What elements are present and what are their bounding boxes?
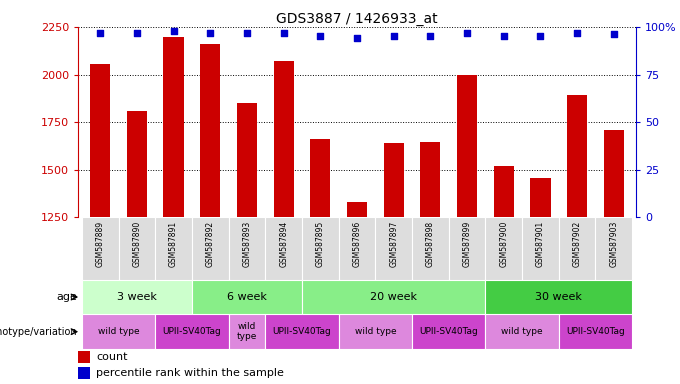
Text: 20 week: 20 week <box>370 292 418 302</box>
Text: GSM587895: GSM587895 <box>316 220 325 267</box>
Bar <box>228 217 265 280</box>
Bar <box>273 61 294 217</box>
Bar <box>82 280 192 314</box>
Bar <box>339 217 375 280</box>
Bar <box>412 217 449 280</box>
Text: wild type: wild type <box>501 327 543 336</box>
Bar <box>347 202 367 217</box>
Bar <box>192 217 228 280</box>
Text: GSM587892: GSM587892 <box>206 220 215 266</box>
Bar <box>302 280 486 314</box>
Bar <box>486 217 522 280</box>
Text: genotype/variation: genotype/variation <box>0 327 78 337</box>
Text: 30 week: 30 week <box>535 292 582 302</box>
Text: GSM587898: GSM587898 <box>426 220 435 266</box>
Bar <box>237 103 257 217</box>
Bar <box>486 280 632 314</box>
Text: age: age <box>56 292 78 302</box>
Bar <box>420 142 441 217</box>
Point <box>131 30 142 36</box>
Bar <box>559 314 632 349</box>
Point <box>535 33 546 40</box>
Bar <box>228 314 265 349</box>
Text: wild type: wild type <box>98 327 139 336</box>
Text: GSM587899: GSM587899 <box>462 220 471 267</box>
Bar <box>200 44 220 217</box>
Bar <box>384 143 404 217</box>
Text: GSM587889: GSM587889 <box>96 220 105 266</box>
Bar <box>78 367 90 379</box>
Bar <box>567 96 588 217</box>
Bar <box>486 314 559 349</box>
Bar <box>412 314 486 349</box>
Text: count: count <box>96 352 128 362</box>
Bar <box>155 314 228 349</box>
Point <box>278 30 289 36</box>
Bar <box>78 351 90 363</box>
Text: UPII-SV40Tag: UPII-SV40Tag <box>163 327 221 336</box>
Text: GSM587902: GSM587902 <box>573 220 581 267</box>
Point <box>425 33 436 40</box>
Text: wild type: wild type <box>354 327 396 336</box>
Bar <box>604 130 624 217</box>
Bar <box>155 217 192 280</box>
Point <box>462 30 473 36</box>
Text: percentile rank within the sample: percentile rank within the sample <box>96 367 284 378</box>
Bar <box>457 75 477 217</box>
Text: UPII-SV40Tag: UPII-SV40Tag <box>273 327 331 336</box>
Text: GSM587901: GSM587901 <box>536 220 545 267</box>
Point <box>609 31 619 38</box>
Title: GDS3887 / 1426933_at: GDS3887 / 1426933_at <box>276 12 438 26</box>
Bar <box>82 217 118 280</box>
Bar <box>118 217 155 280</box>
Point <box>388 33 399 40</box>
Bar <box>494 166 514 217</box>
Point <box>241 30 252 36</box>
Point <box>352 35 362 41</box>
Text: GSM587896: GSM587896 <box>352 220 362 267</box>
Bar <box>339 314 412 349</box>
Bar <box>163 37 184 217</box>
Point <box>95 30 105 36</box>
Point <box>572 30 583 36</box>
Bar <box>126 111 147 217</box>
Point <box>205 30 216 36</box>
Bar <box>265 314 339 349</box>
Text: GSM587897: GSM587897 <box>389 220 398 267</box>
Bar <box>265 217 302 280</box>
Text: UPII-SV40Tag: UPII-SV40Tag <box>566 327 625 336</box>
Bar <box>449 217 486 280</box>
Bar <box>375 217 412 280</box>
Text: GSM587894: GSM587894 <box>279 220 288 267</box>
Text: wild
type: wild type <box>237 322 257 341</box>
Bar <box>90 64 110 217</box>
Text: GSM587900: GSM587900 <box>499 220 508 267</box>
Bar <box>302 217 339 280</box>
Bar <box>559 217 596 280</box>
Text: 6 week: 6 week <box>227 292 267 302</box>
Text: GSM587893: GSM587893 <box>243 220 252 267</box>
Bar <box>310 139 330 217</box>
Text: GSM587903: GSM587903 <box>609 220 618 267</box>
Text: 3 week: 3 week <box>117 292 157 302</box>
Bar <box>82 314 155 349</box>
Point <box>168 28 179 34</box>
Bar <box>522 217 559 280</box>
Point <box>498 33 509 40</box>
Bar <box>192 280 302 314</box>
Text: GSM587890: GSM587890 <box>133 220 141 267</box>
Point <box>315 33 326 40</box>
Bar <box>530 178 551 217</box>
Text: GSM587891: GSM587891 <box>169 220 178 266</box>
Bar <box>596 217 632 280</box>
Text: UPII-SV40Tag: UPII-SV40Tag <box>420 327 478 336</box>
